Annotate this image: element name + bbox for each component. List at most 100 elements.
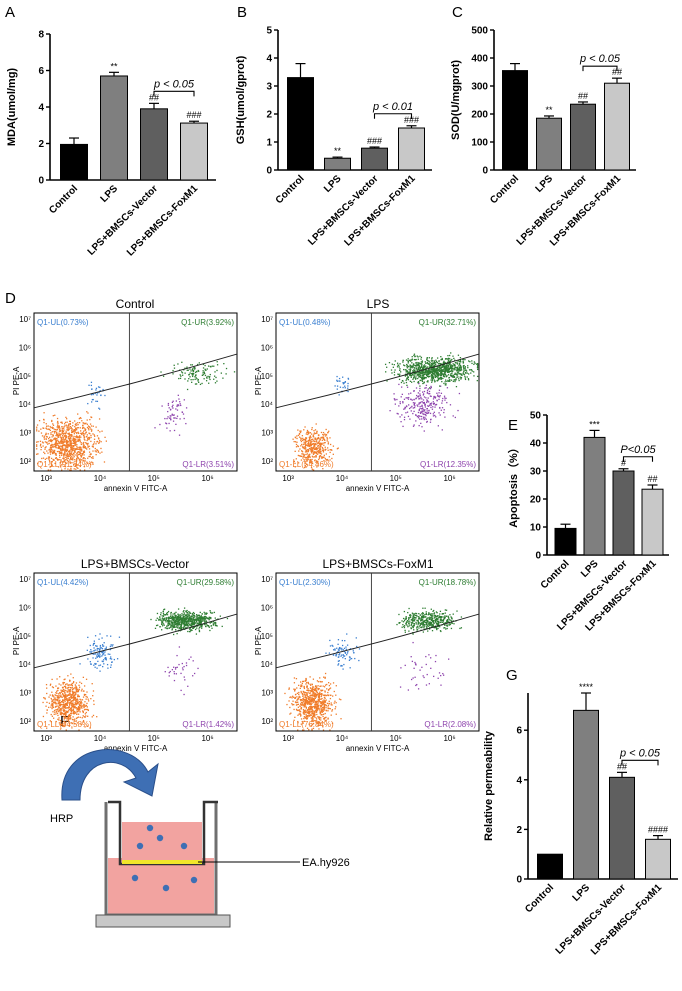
event-dot (83, 446, 85, 448)
event-dot (93, 434, 95, 436)
event-dot (110, 658, 113, 660)
event-dot (174, 620, 177, 622)
event-dot (72, 703, 74, 705)
event-dot (320, 693, 322, 695)
event-dot (64, 695, 66, 697)
event-dot (206, 617, 209, 620)
event-dot (180, 622, 183, 624)
event-dot (441, 402, 443, 404)
event-dot (329, 459, 331, 461)
event-dot (62, 707, 64, 709)
event-dot (75, 424, 78, 426)
event-dot (62, 436, 64, 438)
event-dot (316, 713, 318, 716)
event-dot (66, 704, 68, 706)
event-dot (323, 444, 325, 446)
event-dot (62, 690, 64, 692)
event-dot (68, 696, 70, 699)
event-dot (97, 660, 99, 663)
event-dot (324, 433, 326, 435)
event-dot (303, 438, 306, 441)
event-dot (423, 402, 425, 404)
event-dot (299, 431, 302, 433)
event-dot (450, 379, 453, 381)
significance-label: ### (186, 110, 201, 120)
event-dot (433, 360, 435, 362)
event-dot (403, 418, 406, 421)
event-dot (412, 370, 414, 372)
event-dot (396, 366, 399, 368)
event-dot (58, 694, 60, 697)
event-dot (61, 430, 63, 433)
event-dot (85, 698, 87, 700)
event-dot (65, 432, 67, 434)
event-dot (42, 442, 44, 444)
event-dot (86, 708, 88, 711)
event-dot (445, 383, 447, 385)
event-dot (476, 364, 479, 366)
event-dot (66, 447, 69, 449)
event-dot (204, 613, 206, 615)
event-dot (66, 695, 68, 698)
event-dot (62, 449, 65, 451)
event-dot (94, 635, 97, 637)
event-dot (50, 438, 52, 441)
event-dot (184, 378, 186, 380)
event-dot (442, 361, 445, 364)
p-value-label: p < 0.05 (579, 53, 621, 65)
event-dot (415, 364, 417, 367)
event-dot (430, 395, 432, 398)
event-dot (196, 616, 198, 619)
event-dot (162, 615, 165, 617)
event-dot (447, 370, 449, 372)
event-dot (431, 360, 433, 362)
event-dot (71, 706, 73, 709)
event-dot (169, 430, 171, 432)
event-dot (418, 366, 420, 369)
event-dot (70, 687, 72, 689)
event-dot (307, 708, 309, 711)
event-dot (175, 408, 177, 410)
event-dot (445, 397, 447, 400)
flow-plot-title: LPS (367, 297, 390, 311)
event-dot (302, 695, 304, 697)
y-tick-label: 200 (471, 110, 488, 121)
event-dot (78, 432, 80, 435)
event-dot (70, 448, 72, 451)
event-dot (171, 625, 173, 627)
event-dot (90, 425, 93, 427)
event-dot (427, 370, 429, 372)
event-dot (180, 672, 182, 675)
event-dot (290, 712, 292, 714)
event-dot (204, 368, 206, 370)
event-dot (36, 448, 38, 450)
event-dot (436, 357, 439, 359)
event-dot (178, 620, 180, 622)
event-dot (170, 408, 172, 411)
event-dot (412, 363, 415, 366)
event-dot (83, 469, 86, 471)
event-dot (421, 363, 423, 365)
event-dot (428, 409, 430, 412)
event-dot (452, 415, 454, 417)
event-dot (338, 698, 341, 700)
event-dot (46, 712, 48, 714)
event-dot (314, 716, 316, 718)
event-dot (419, 379, 422, 382)
event-dot (313, 701, 315, 704)
event-dot (185, 617, 187, 619)
event-dot (193, 368, 196, 370)
event-dot (327, 706, 329, 708)
event-dot (319, 451, 321, 453)
event-dot (321, 693, 323, 695)
event-dot (165, 613, 167, 616)
event-dot (476, 375, 479, 378)
event-dot (205, 616, 207, 618)
event-dot (43, 421, 45, 424)
event-dot (471, 362, 473, 365)
event-dot (86, 423, 89, 425)
event-dot (302, 722, 304, 724)
event-dot (305, 679, 307, 681)
event-dot (173, 625, 175, 627)
event-dot (59, 461, 62, 464)
